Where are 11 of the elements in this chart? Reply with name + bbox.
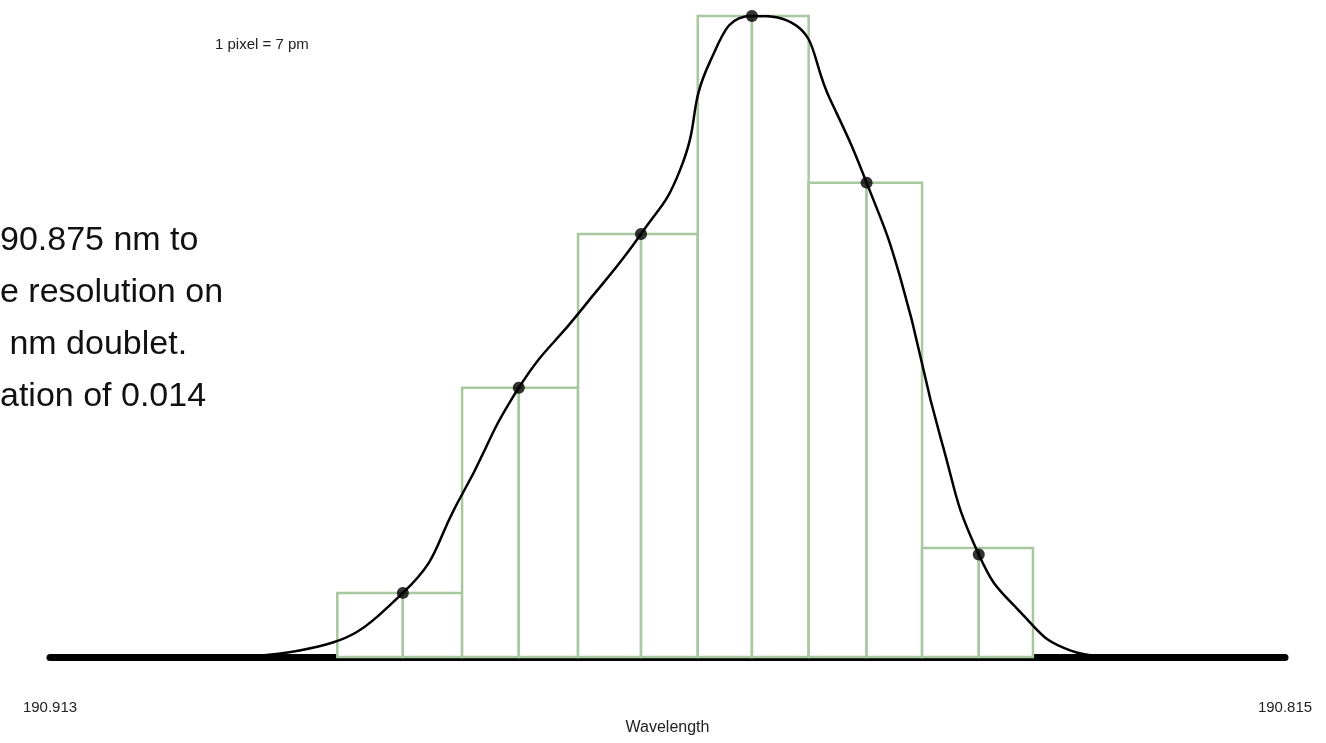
point [512,381,525,394]
point [745,10,758,22]
point [396,586,409,599]
point [635,227,648,240]
annotation: 90.875 nm to e resolution on nm doublet. ation of 0.014 [0,219,224,413]
annotation: 1 pixel = 7 pm [215,35,309,52]
x-axis-title: Wavelength [625,718,710,736]
point [860,176,873,189]
x-tick-label: 190.815 [1257,698,1313,715]
x-tick-label: 190.913 [22,698,78,715]
point [972,548,985,561]
